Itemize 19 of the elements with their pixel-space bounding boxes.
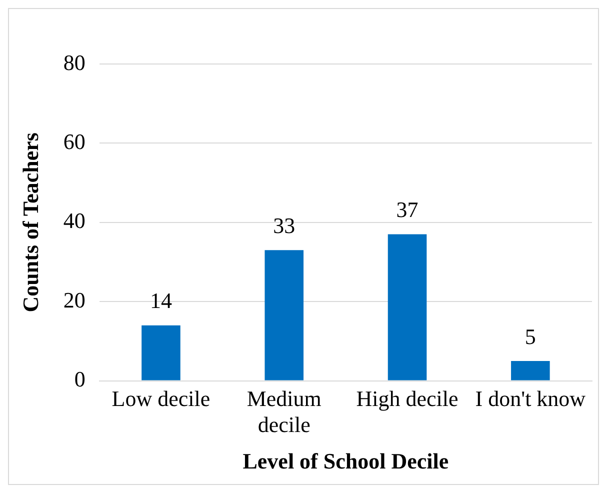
- bar: [388, 234, 427, 380]
- x-tick-label: Low decile: [112, 386, 210, 411]
- bar: [142, 325, 180, 380]
- data-label: 37: [396, 197, 418, 222]
- data-label: 5: [524, 324, 536, 349]
- y-axis-title: Counts of Teachers: [18, 132, 43, 312]
- bar: [264, 250, 304, 380]
- y-tick-label: 80: [63, 50, 86, 75]
- bar: [511, 361, 550, 380]
- y-tick-label: 60: [63, 128, 86, 154]
- y-tick-label: 20: [63, 287, 86, 312]
- x-tick-label: I don't know: [475, 386, 586, 411]
- data-label: 33: [273, 212, 296, 238]
- x-tick-label: High decile: [356, 386, 458, 411]
- x-axis-title: Level of School Decile: [242, 448, 449, 474]
- y-tick-label: 40: [63, 208, 86, 234]
- y-tick-label: 0: [74, 366, 86, 392]
- x-tick-label: Medium decile: [246, 386, 322, 438]
- data-label: 14: [150, 288, 172, 314]
